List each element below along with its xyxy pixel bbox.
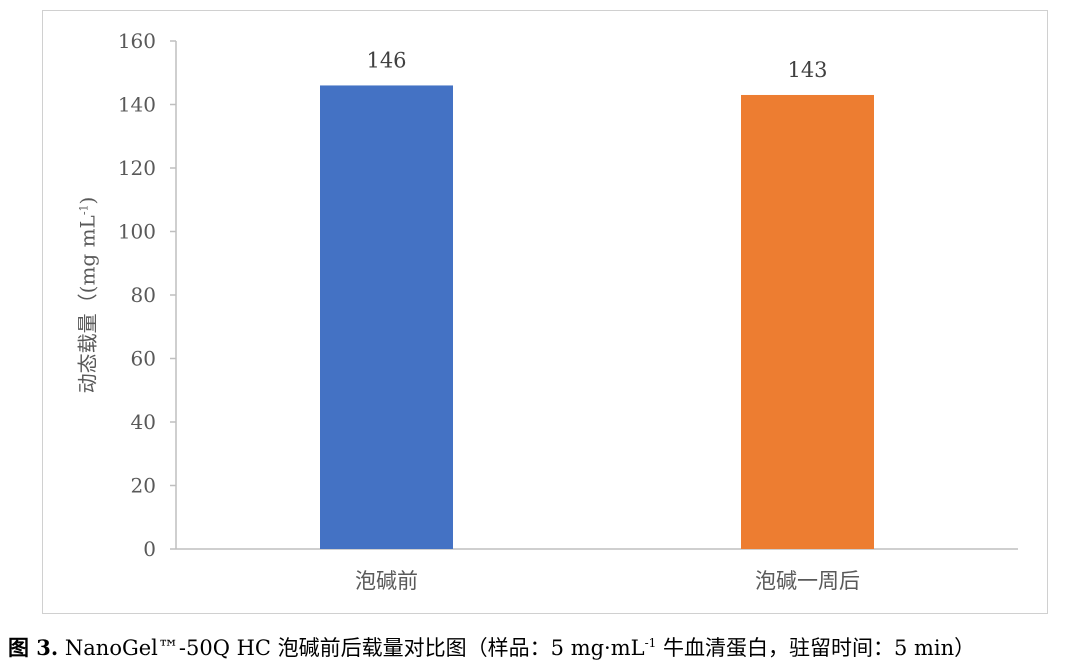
bars bbox=[320, 85, 874, 549]
y-tick-label: 20 bbox=[131, 474, 156, 498]
data-labels: 146 143 bbox=[366, 48, 827, 82]
figure-caption: 图 3. NanoGel™-50Q HC 泡碱前后载量对比图（样品：5 mg·m… bbox=[8, 635, 976, 660]
caption-label: 图 3. bbox=[8, 635, 59, 660]
y-tick-label: 100 bbox=[118, 220, 156, 244]
y-tick-label: 60 bbox=[131, 347, 156, 371]
bar bbox=[320, 85, 453, 549]
x-tick-label: 泡碱前 bbox=[355, 569, 418, 593]
y-tick-label: 140 bbox=[118, 93, 156, 117]
data-label: 143 bbox=[787, 58, 827, 82]
x-tick-label: 泡碱一周后 bbox=[755, 569, 860, 593]
chart-frame bbox=[42, 10, 1048, 614]
bar bbox=[741, 94, 874, 549]
y-tick-label: 160 bbox=[118, 29, 156, 53]
y-tick-label: 80 bbox=[131, 283, 156, 307]
y-axis: 0 20 40 60 80 100 120 140 160 bbox=[118, 29, 177, 561]
y-tick-label: 40 bbox=[131, 410, 156, 434]
y-tick-label: 0 bbox=[143, 537, 156, 561]
data-label: 146 bbox=[366, 48, 406, 72]
y-tick-label: 120 bbox=[118, 156, 156, 180]
y-axis-title: 动态载量（(mg mL-1) bbox=[75, 196, 100, 394]
x-axis: 泡碱前 泡碱一周后 bbox=[176, 548, 1018, 593]
